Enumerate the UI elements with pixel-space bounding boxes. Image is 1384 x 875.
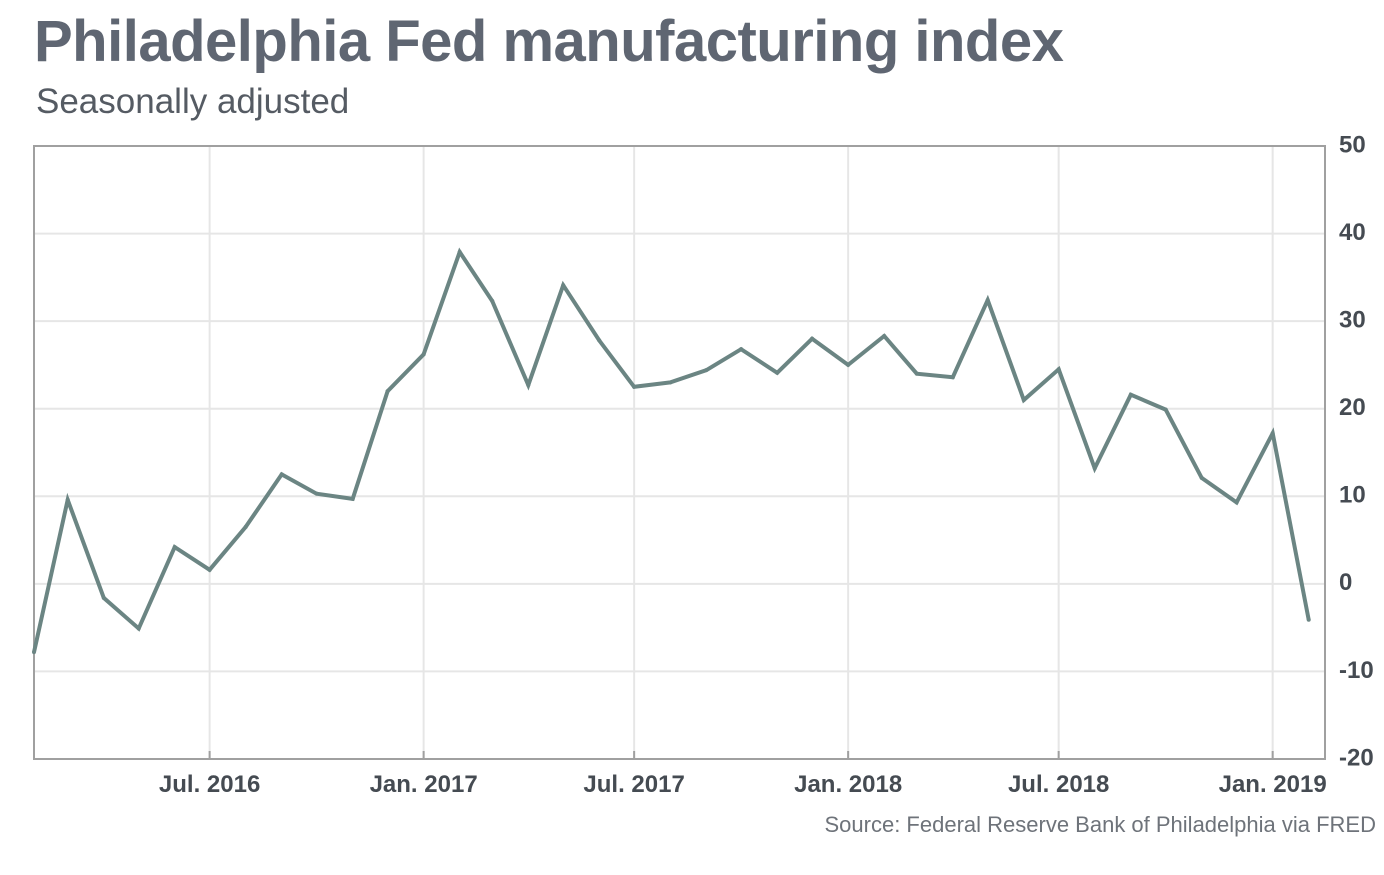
data-point bbox=[1306, 617, 1311, 622]
data-point bbox=[1056, 367, 1061, 372]
y-tick-label: 40 bbox=[1339, 219, 1366, 246]
data-point bbox=[668, 380, 673, 385]
source-note: Source: Federal Reserve Bank of Philadel… bbox=[824, 812, 1377, 837]
data-point bbox=[421, 352, 426, 357]
y-tick-label: 20 bbox=[1339, 394, 1366, 421]
x-tick-label: Jan. 2018 bbox=[794, 771, 902, 798]
data-point bbox=[810, 336, 815, 341]
x-tick-label: Jul. 2018 bbox=[1008, 771, 1109, 798]
data-point bbox=[846, 362, 851, 367]
chart-subtitle: Seasonally adjusted bbox=[36, 82, 350, 121]
y-tick-label: 30 bbox=[1339, 306, 1366, 333]
data-point bbox=[704, 368, 709, 373]
data-point bbox=[1234, 500, 1239, 505]
x-tick-label: Jan. 2017 bbox=[370, 771, 478, 798]
y-tick-label: 50 bbox=[1339, 131, 1366, 158]
data-point bbox=[561, 283, 566, 288]
data-point bbox=[207, 567, 212, 572]
data-point bbox=[350, 496, 355, 501]
y-tick-label: -10 bbox=[1339, 657, 1374, 684]
data-point bbox=[314, 491, 319, 496]
data-point bbox=[279, 472, 284, 477]
data-point bbox=[101, 595, 106, 600]
data-point bbox=[882, 334, 887, 339]
data-point bbox=[457, 249, 462, 254]
data-point bbox=[243, 524, 248, 529]
y-tick-label: -20 bbox=[1339, 744, 1374, 771]
data-point bbox=[775, 370, 780, 375]
data-point bbox=[632, 384, 637, 389]
data-point bbox=[526, 383, 531, 388]
data-point bbox=[385, 389, 390, 394]
series-line bbox=[32, 247, 1311, 653]
data-point bbox=[1128, 392, 1133, 397]
data-point bbox=[985, 298, 990, 303]
data-point bbox=[597, 338, 602, 343]
data-point bbox=[739, 347, 744, 352]
plot-frame bbox=[33, 145, 1326, 760]
data-point bbox=[65, 497, 70, 502]
y-tick-label: 0 bbox=[1339, 569, 1352, 596]
y-tick-label: 10 bbox=[1339, 482, 1366, 509]
x-tick-label: Jul. 2017 bbox=[583, 771, 684, 798]
data-point bbox=[1199, 475, 1204, 480]
data-point bbox=[172, 545, 177, 550]
data-point bbox=[1021, 397, 1026, 402]
data-point bbox=[1092, 466, 1097, 471]
x-tick-label: Jul. 2016 bbox=[159, 771, 260, 798]
data-point bbox=[1163, 407, 1168, 412]
data-point bbox=[32, 650, 36, 655]
data-point bbox=[490, 299, 495, 304]
data-point bbox=[950, 375, 955, 380]
data-point bbox=[914, 371, 919, 376]
y-axis: 50 40 30 20 10 0 -10 -20 bbox=[1339, 131, 1374, 771]
data-point bbox=[136, 626, 141, 631]
data-point bbox=[1270, 431, 1275, 436]
chart-title: Philadelphia Fed manufacturing index bbox=[34, 9, 1064, 74]
chart-grid bbox=[34, 146, 1325, 759]
x-axis: Jul. 2016 Jan. 2017 Jul. 2017 Jan. 2018 Jul.… bbox=[159, 751, 1327, 798]
x-tick-label: Jan. 2019 bbox=[1219, 771, 1327, 798]
chart-series bbox=[32, 247, 1311, 655]
